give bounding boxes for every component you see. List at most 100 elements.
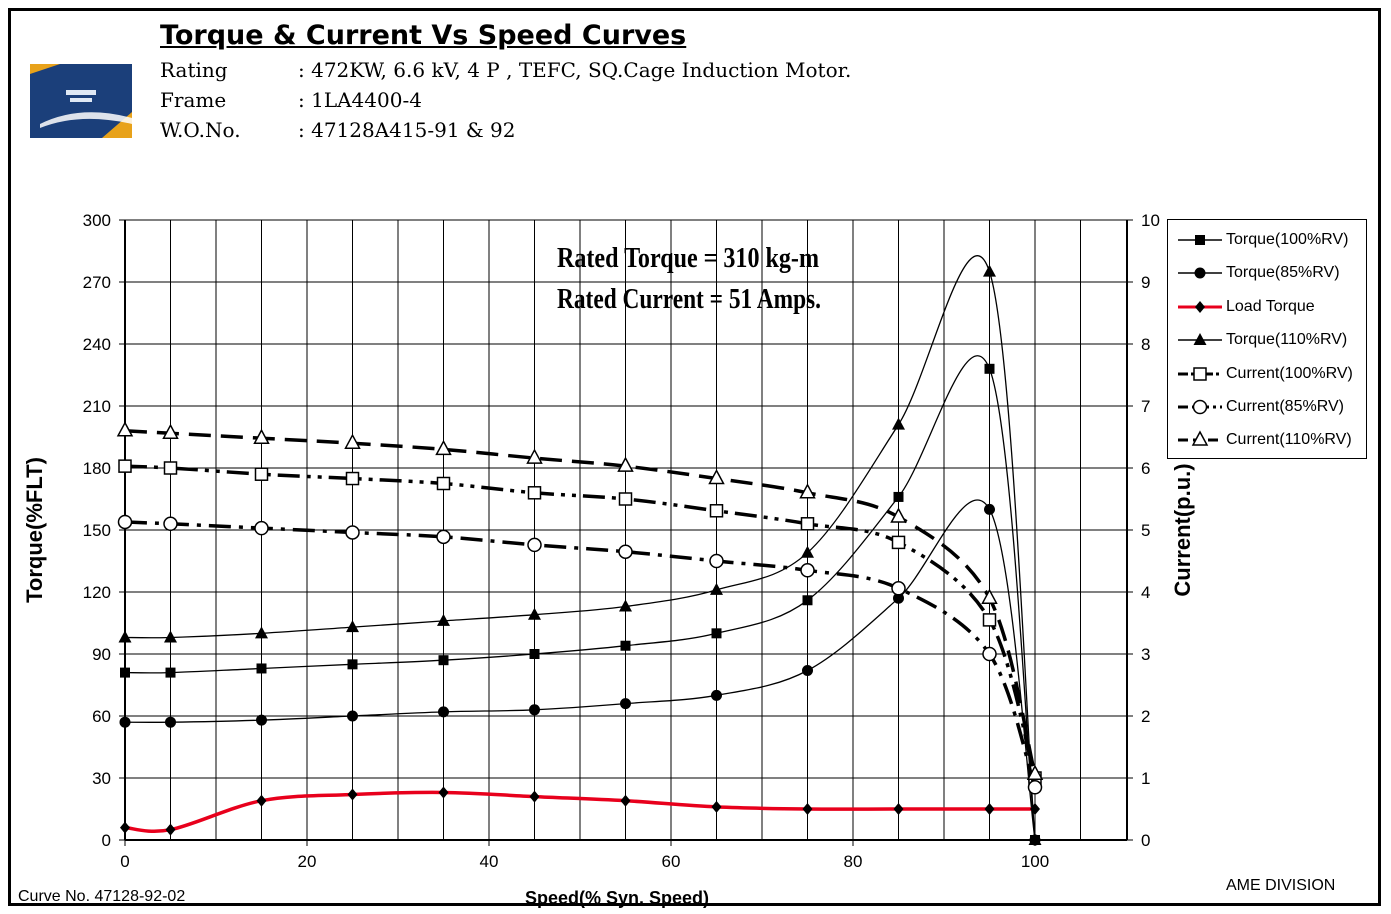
- data-point: [891, 581, 906, 596]
- legend-marker: [1193, 366, 1207, 381]
- data-point: [620, 794, 631, 807]
- y-tick-label: 300: [83, 211, 111, 230]
- y-tick-label: 90: [92, 645, 111, 664]
- legend-swatch: [1178, 333, 1222, 346]
- data-point: [347, 659, 358, 670]
- legend-item: Torque(110%RV): [1168, 324, 1366, 357]
- legend-swatch: [1178, 267, 1222, 279]
- y2-tick-label: 0: [1141, 831, 1150, 850]
- data-point: [527, 537, 542, 553]
- data-point: [165, 667, 176, 678]
- division-label: AME DIVISION: [1226, 877, 1336, 894]
- data-point: [254, 520, 269, 536]
- chart-title: Torque & Current Vs Speed Curves: [160, 20, 687, 51]
- data-point: [120, 667, 130, 678]
- rated-current-annotation: Rated Current = 51 Amps.: [557, 283, 821, 315]
- legend-label: Current(85%RV): [1226, 398, 1344, 415]
- data-point: [618, 492, 633, 506]
- data-point: [528, 607, 541, 620]
- data-point: [892, 417, 905, 430]
- data-point: [708, 468, 725, 485]
- legend-swatch: [1178, 300, 1222, 313]
- series-line: [124, 464, 1037, 779]
- y-tick-label: 150: [83, 521, 111, 540]
- legend-marker: [1191, 430, 1209, 447]
- data-point: [162, 423, 179, 440]
- data-point: [345, 525, 360, 540]
- data-point: [893, 491, 904, 502]
- x-tick-label: 100: [1021, 852, 1049, 871]
- x-tick-label: 40: [480, 852, 499, 871]
- data-point: [116, 421, 134, 437]
- spec-work-order: W.O.No. : 47128A415-91 & 92: [160, 118, 516, 142]
- series-torque-110-rv: [118, 255, 1042, 845]
- y2-axis-label: Current(p.u.): [1170, 463, 1195, 596]
- legend-marker: [1192, 399, 1208, 415]
- data-point: [526, 448, 543, 464]
- spec-label: Frame: [160, 88, 227, 112]
- data-point: [710, 582, 723, 595]
- spec-label: Rating: [160, 58, 228, 82]
- legend-item: Current(85%RV): [1168, 391, 1366, 424]
- data-point: [529, 704, 540, 716]
- data-point: [256, 794, 267, 807]
- rated-torque-annotation: Rated Torque = 310 kg-m: [557, 242, 819, 274]
- data-point: [1028, 833, 1042, 845]
- data-point: [800, 563, 815, 578]
- data-point: [709, 504, 724, 518]
- data-point: [984, 363, 995, 374]
- legend-label: Torque(110%RV): [1226, 331, 1348, 349]
- data-point: [119, 716, 131, 728]
- data-point: [165, 716, 176, 728]
- legend-swatch: [1178, 399, 1222, 415]
- data-point: [984, 803, 995, 815]
- data-point: [893, 592, 904, 604]
- spec-label: W.O.No.: [160, 118, 241, 142]
- data-point: [117, 514, 133, 530]
- legend-marker: [1193, 333, 1207, 346]
- series-current-100-rv: [118, 459, 1042, 785]
- data-point: [529, 790, 540, 803]
- legend-item: Load Torque: [1168, 291, 1366, 324]
- data-point: [893, 803, 904, 815]
- data-point: [711, 628, 722, 639]
- data-point: [344, 433, 361, 449]
- y-tick-label: 0: [102, 831, 111, 850]
- spec-value: : 472KW, 6.6 kV, 4 P , TEFC, SQ.Cage Ind…: [298, 58, 852, 82]
- curve-number: Curve No. 47128-92-02: [18, 888, 186, 905]
- chart-legend: Torque(100%RV) Torque(85%RV) Load Torque To…: [1167, 219, 1367, 459]
- spec-value: : 47128A415-91 & 92: [298, 118, 516, 142]
- data-point: [620, 640, 631, 651]
- x-tick-label: 20: [298, 852, 317, 871]
- spec-rating: Rating : 472KW, 6.6 kV, 4 P , TEFC, SQ.C…: [160, 58, 851, 82]
- data-point: [438, 655, 449, 666]
- data-point: [529, 649, 540, 659]
- x-tick-label: 60: [662, 852, 681, 871]
- y2-tick-label: 9: [1141, 273, 1150, 292]
- data-point: [255, 626, 268, 639]
- y2-tick-label: 5: [1141, 521, 1150, 540]
- data-point: [984, 503, 995, 515]
- data-point: [802, 665, 813, 677]
- data-point: [438, 786, 449, 799]
- series-torque-100-rv: [120, 355, 1040, 845]
- data-point: [163, 516, 178, 532]
- legend-swatch: [1178, 430, 1222, 447]
- y-tick-label: 270: [83, 273, 111, 292]
- y2-tick-label: 3: [1141, 645, 1150, 664]
- legend-marker: [1195, 300, 1205, 313]
- data-point: [620, 698, 631, 710]
- y2-tick-label: 1: [1141, 769, 1150, 788]
- y-tick-label: 210: [83, 397, 111, 416]
- data-point: [436, 529, 451, 545]
- data-point: [890, 507, 907, 523]
- data-point: [711, 689, 722, 701]
- legend-item: Current(100%RV): [1168, 358, 1366, 391]
- data-point: [1027, 780, 1043, 795]
- data-point: [346, 620, 359, 633]
- y-tick-label: 120: [83, 583, 111, 602]
- data-point: [347, 788, 358, 801]
- spec-frame: Frame : 1LA4400-4: [160, 88, 422, 112]
- data-point: [254, 467, 269, 481]
